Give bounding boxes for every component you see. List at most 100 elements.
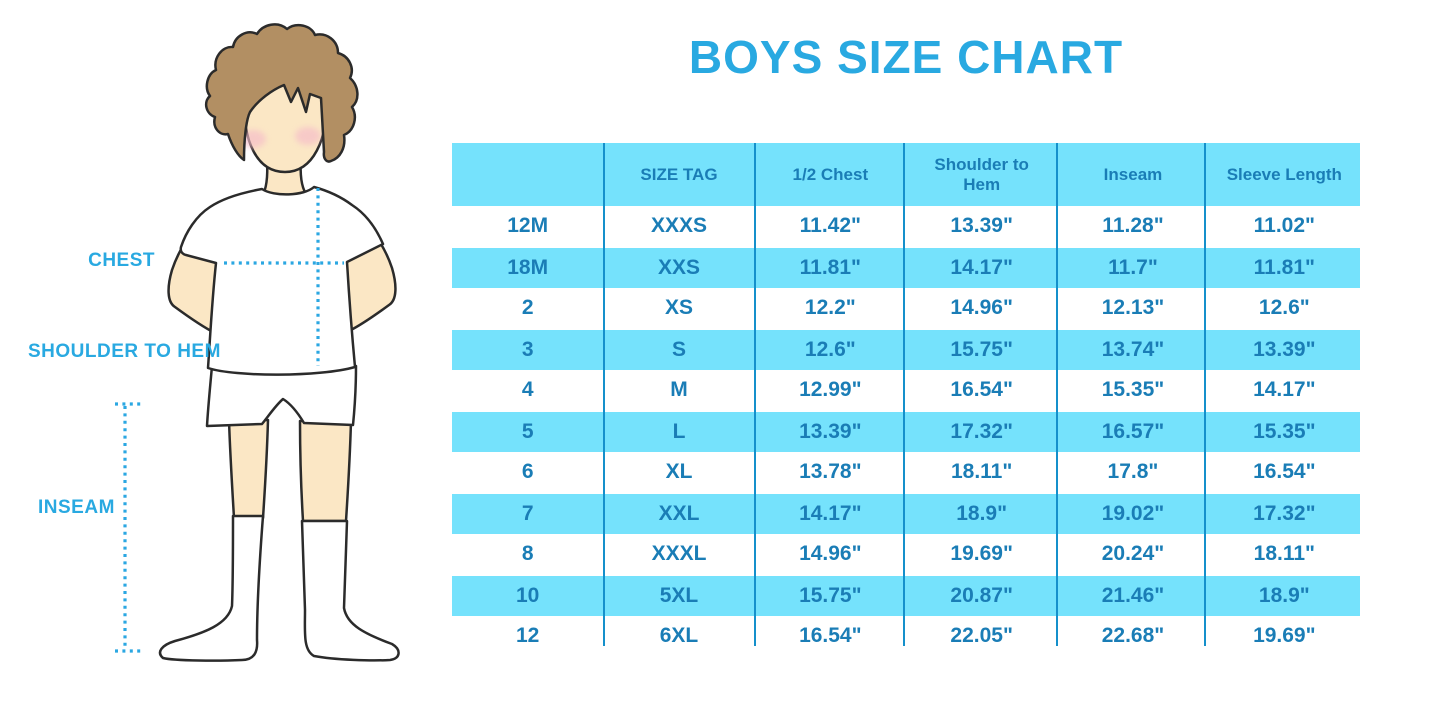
table-cell: 4 xyxy=(521,378,534,401)
table-cell: 11.42" xyxy=(799,214,861,237)
table-cell: 13.39" xyxy=(754,410,906,452)
column-divider-line xyxy=(1056,143,1058,646)
table-cell: 11.02" xyxy=(1253,214,1315,237)
table-row: 3 S 12.6" 15.75" 13.74" 13.39" xyxy=(452,328,1360,370)
table-row: 10 5XL 15.75" 20.87" 21.46" 18.9" xyxy=(452,574,1360,616)
page-title: BOYS SIZE CHART xyxy=(688,31,1124,83)
table-row: 6 XL 13.78" 18.11" 17.8" 16.54" xyxy=(452,452,1360,493)
header-cell: 1/2 Chest xyxy=(754,143,906,206)
table-cell: 18.11" xyxy=(1253,542,1315,565)
inseam-label: INSEAM xyxy=(38,497,115,518)
table-cell: 5XL xyxy=(603,574,755,616)
table-cell: 19.69" xyxy=(950,542,1013,565)
table-cell: S xyxy=(603,328,755,370)
table-row: 2 XS 12.2" 14.96" 12.13" 12.6" xyxy=(452,288,1360,329)
table-cell: 19.69" xyxy=(1253,624,1316,647)
table-cell: 2 xyxy=(521,296,534,319)
table-row: 5 L 13.39" 17.32" 16.57" 15.35" xyxy=(452,410,1360,452)
header-cell xyxy=(452,143,604,206)
table-cell: 5 xyxy=(452,410,604,452)
table-cell: 12 xyxy=(515,624,540,647)
boy-cheeks xyxy=(240,127,321,148)
table-cell: 14.96" xyxy=(799,542,862,565)
table-cell: XXS xyxy=(603,246,755,288)
table-cell: 14.17" xyxy=(1253,378,1316,401)
table-cell: 18.11" xyxy=(950,460,1013,483)
table-cell: 17.32" xyxy=(1208,492,1360,534)
table-cell: 6 xyxy=(521,460,534,483)
table-cell: XXXL xyxy=(651,542,707,565)
chest-label: CHEST xyxy=(88,250,155,271)
table-cell: 16.54" xyxy=(799,624,862,647)
table-cell: XXXS xyxy=(650,214,707,237)
table-cell: XXL xyxy=(603,492,755,534)
table-cell: 13.78" xyxy=(799,460,862,483)
table-cell: 16.57" xyxy=(1057,410,1209,452)
table-cell: 11.81" xyxy=(754,246,906,288)
header-cell: Inseam xyxy=(1057,143,1209,206)
table-row: 7 XXL 14.17" 18.9" 19.02" 17.32" xyxy=(452,492,1360,534)
table-cell: XL xyxy=(665,460,693,483)
header-row: SIZE TAG 1/2 Chest Shoulder to Hem Inseam Sl… xyxy=(452,143,1360,206)
column-divider-line xyxy=(1204,143,1206,646)
table-cell: 16.54" xyxy=(950,378,1013,401)
table-cell: 13.74" xyxy=(1057,328,1209,370)
table-cell: XS xyxy=(664,296,693,319)
table-cell: 12.13" xyxy=(1101,296,1165,319)
table-cell: 15.35" xyxy=(1208,410,1360,452)
boy-legs xyxy=(227,418,353,523)
header-cell: SIZE TAG xyxy=(603,143,755,206)
table-row: 12M XXXS 11.42" 13.39" 11.28" 11.02" xyxy=(452,206,1360,247)
table-cell: 21.46" xyxy=(1057,574,1209,616)
table-cell: 14.17" xyxy=(754,492,906,534)
table-cell: 22.05" xyxy=(950,624,1013,647)
table-cell: 12.2" xyxy=(804,296,856,319)
table-cell: 15.35" xyxy=(1101,378,1165,401)
table-cell: 3 xyxy=(452,328,604,370)
table-cell: 20.87" xyxy=(905,574,1058,616)
table-cell: 12.6" xyxy=(1258,296,1310,319)
header-cell: Shoulder to Hem xyxy=(905,143,1058,206)
column-divider-line xyxy=(603,143,605,646)
shoulder-to-hem-label: SHOULDER TO HEM xyxy=(28,341,221,362)
table-row: 8 XXXL 14.96" 19.69" 20.24" 18.11" xyxy=(452,534,1360,575)
size-table-body: 12M XXXS 11.42" 13.39" 11.28" 11.02" 18M XXS 11.… xyxy=(452,206,1360,656)
table-cell: 18.9" xyxy=(1208,574,1360,616)
table-cell: 14.17" xyxy=(905,246,1058,288)
table-cell: 15.75" xyxy=(754,574,906,616)
table-cell: 12M xyxy=(507,214,549,237)
table-cell: 14.96" xyxy=(950,296,1013,319)
table-cell: 13.39" xyxy=(950,214,1013,237)
size-table: SIZE TAG 1/2 Chest Shoulder to Hem Inseam Sl… xyxy=(452,143,1360,656)
table-cell: 10 xyxy=(452,574,604,616)
table-cell: 18.9" xyxy=(905,492,1058,534)
size-table-container: SIZE TAG 1/2 Chest Shoulder to Hem Inseam Sl… xyxy=(452,143,1360,647)
table-cell: 7 xyxy=(452,492,604,534)
boy-socks xyxy=(158,514,400,662)
table-cell: M xyxy=(670,378,688,401)
table-cell: 12.6" xyxy=(754,328,906,370)
boy-hair xyxy=(204,23,359,163)
column-divider-line xyxy=(754,143,756,646)
table-cell: 22.68" xyxy=(1101,624,1165,647)
table-cell: 12.99" xyxy=(799,378,862,401)
table-cell: 16.54" xyxy=(1253,460,1316,483)
column-divider-line xyxy=(903,143,905,646)
table-cell: 15.75" xyxy=(905,328,1058,370)
size-table-header: SIZE TAG 1/2 Chest Shoulder to Hem Inseam Sl… xyxy=(452,143,1360,206)
boy-shorts xyxy=(205,364,358,428)
table-cell: 20.24" xyxy=(1101,542,1165,565)
table-cell: 11.7" xyxy=(1057,246,1209,288)
table-cell: 17.32" xyxy=(905,410,1058,452)
table-cell: 17.8" xyxy=(1107,460,1159,483)
table-cell: 11.28" xyxy=(1102,214,1164,237)
boy-tshirt xyxy=(179,185,385,376)
header-cell: Sleeve Length xyxy=(1208,143,1360,206)
table-cell: L xyxy=(603,410,755,452)
table-row: 18M XXS 11.81" 14.17" 11.7" 11.81" xyxy=(452,246,1360,288)
table-cell: 8 xyxy=(521,542,534,565)
table-row: 4 M 12.99" 16.54" 15.35" 14.17" xyxy=(452,370,1360,411)
table-row: 12 6XL 16.54" 22.05" 22.68" 19.69" xyxy=(452,616,1360,656)
table-cell: 19.02" xyxy=(1057,492,1209,534)
